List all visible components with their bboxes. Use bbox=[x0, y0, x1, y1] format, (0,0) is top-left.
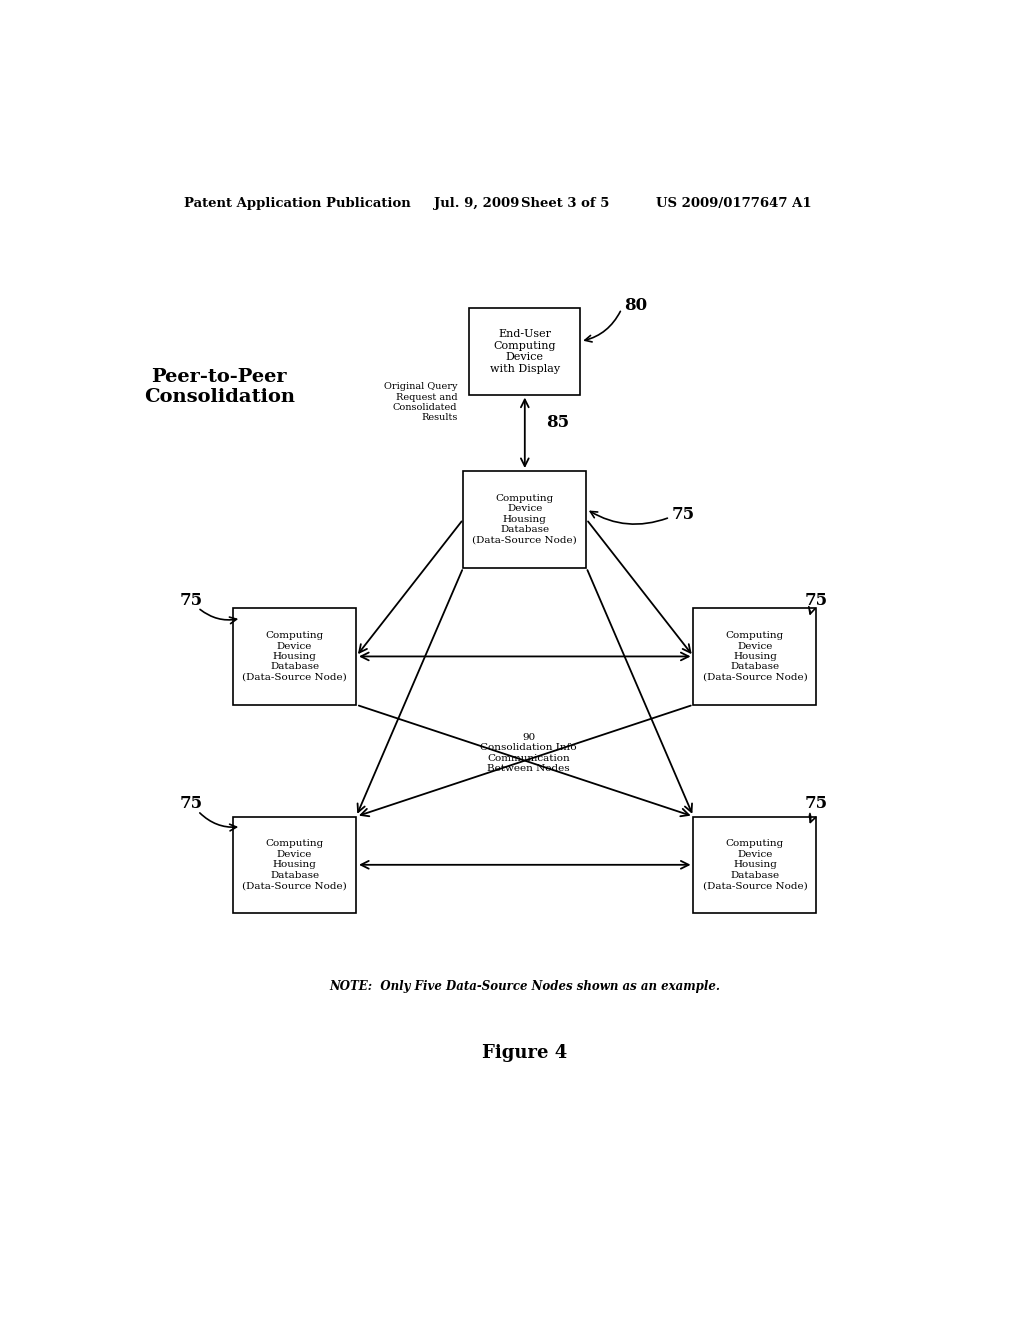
Text: 85: 85 bbox=[546, 414, 569, 432]
Text: 80: 80 bbox=[624, 297, 647, 314]
Text: Patent Application Publication: Patent Application Publication bbox=[183, 197, 411, 210]
Text: Sheet 3 of 5: Sheet 3 of 5 bbox=[521, 197, 609, 210]
Text: US 2009/0177647 A1: US 2009/0177647 A1 bbox=[655, 197, 811, 210]
Text: Peer-to-Peer
Consolidation: Peer-to-Peer Consolidation bbox=[143, 368, 295, 407]
Text: Computing
Device
Housing
Database
(Data-Source Node): Computing Device Housing Database (Data-… bbox=[243, 840, 347, 890]
Text: Computing
Device
Housing
Database
(Data-Source Node): Computing Device Housing Database (Data-… bbox=[702, 840, 807, 890]
Text: 75: 75 bbox=[804, 593, 827, 609]
Text: NOTE:  Only Five Data-Source Nodes shown as an example.: NOTE: Only Five Data-Source Nodes shown … bbox=[330, 981, 720, 993]
Text: 90
Consolidation Info
Communication
Between Nodes: 90 Consolidation Info Communication Betw… bbox=[480, 733, 578, 774]
FancyBboxPatch shape bbox=[463, 471, 587, 568]
Text: Original Query
Request and
Consolidated
Results: Original Query Request and Consolidated … bbox=[384, 383, 458, 422]
Text: 75: 75 bbox=[804, 796, 827, 812]
Text: Figure 4: Figure 4 bbox=[482, 1044, 567, 1061]
FancyBboxPatch shape bbox=[693, 609, 816, 705]
Text: Computing
Device
Housing
Database
(Data-Source Node): Computing Device Housing Database (Data-… bbox=[702, 631, 807, 681]
Text: End-User
Computing
Device
with Display: End-User Computing Device with Display bbox=[489, 329, 560, 374]
Text: Jul. 9, 2009: Jul. 9, 2009 bbox=[433, 197, 519, 210]
Text: 75: 75 bbox=[179, 796, 203, 812]
FancyBboxPatch shape bbox=[233, 817, 356, 913]
FancyBboxPatch shape bbox=[233, 609, 356, 705]
Text: 75: 75 bbox=[672, 506, 694, 523]
FancyBboxPatch shape bbox=[693, 817, 816, 913]
FancyBboxPatch shape bbox=[469, 309, 581, 395]
Text: 75: 75 bbox=[179, 593, 203, 609]
Text: Computing
Device
Housing
Database
(Data-Source Node): Computing Device Housing Database (Data-… bbox=[243, 631, 347, 681]
Text: Computing
Device
Housing
Database
(Data-Source Node): Computing Device Housing Database (Data-… bbox=[472, 494, 578, 545]
